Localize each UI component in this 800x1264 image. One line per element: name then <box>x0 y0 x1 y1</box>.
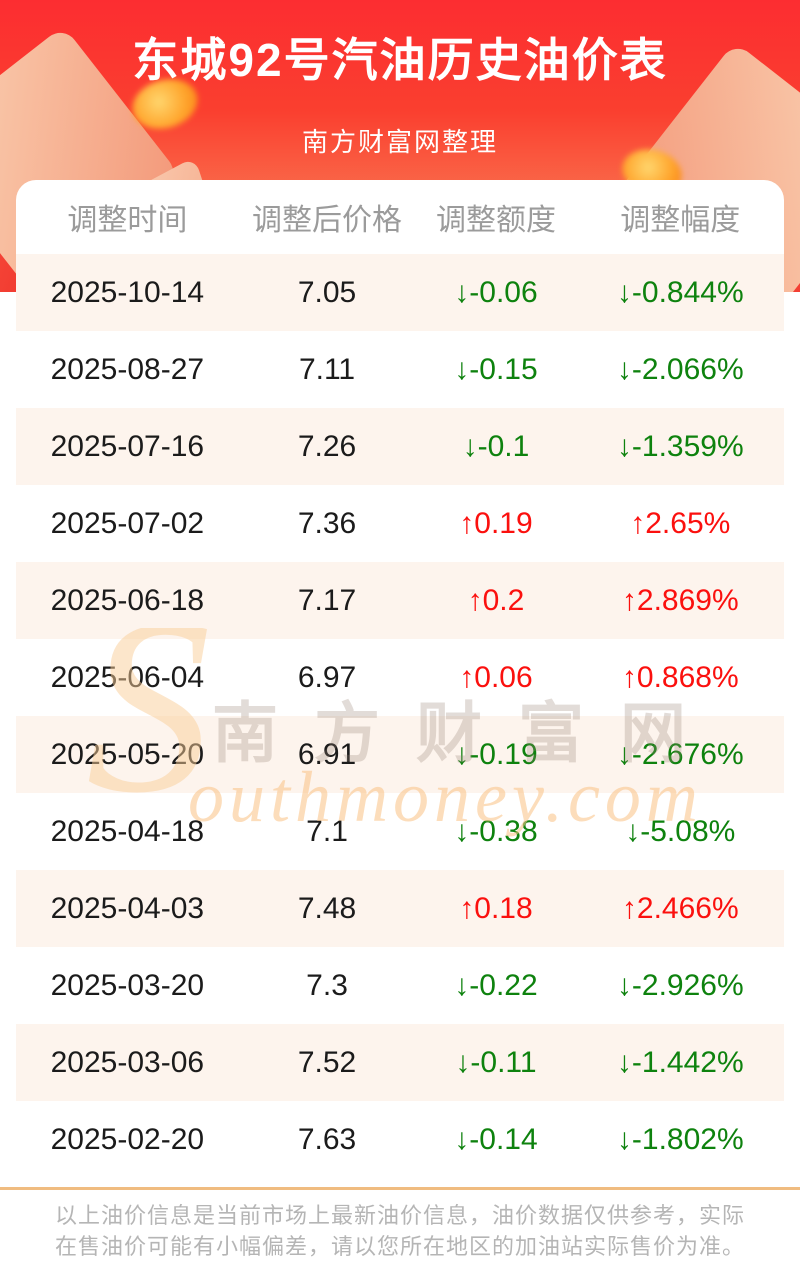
percent-cell: ↓-1.442% <box>616 1045 744 1079</box>
price-cell: 6.97 <box>297 660 357 694</box>
date-cell: 2025-03-20 <box>50 968 205 1002</box>
percent-cell: ↓-0.844% <box>616 275 744 309</box>
table-body: 2025-10-14 7.05 ↓-0.06 ↓-0.844% 2025-08-… <box>16 254 784 1178</box>
date-cell: 2025-02-20 <box>50 1122 205 1156</box>
price-cell: 7.11 <box>298 352 356 386</box>
change-cell: ↓-0.19 <box>454 737 538 771</box>
table-row: 2025-02-20 7.63 ↓-0.14 ↓-1.802% <box>16 1101 784 1178</box>
price-cell: 7.52 <box>297 1045 357 1079</box>
percent-cell: ↑2.466% <box>621 891 739 925</box>
date-cell: 2025-08-27 <box>50 352 205 386</box>
table-row: 2025-08-27 7.11 ↓-0.15 ↓-2.066% <box>16 331 784 408</box>
percent-cell: ↑2.65% <box>630 506 731 540</box>
table-row: 2025-06-18 7.17 ↑0.2 ↑2.869% <box>16 562 784 639</box>
disclaimer-line-2: 在售油价可能有小幅偏差，请以您所在地区的加油站实际售价为准。 <box>54 1234 745 1259</box>
disclaimer-text: 以上油价信息是当前市场上最新油价信息，油价数据仅供参考，实际 在售油价可能有小幅… <box>0 1190 800 1262</box>
date-cell: 2025-07-02 <box>50 506 205 540</box>
change-cell: ↑0.18 <box>459 891 533 925</box>
table-row: 2025-04-03 7.48 ↑0.18 ↑2.466% <box>16 870 784 947</box>
date-cell: 2025-06-18 <box>50 583 205 617</box>
table-row: 2025-10-14 7.05 ↓-0.06 ↓-0.844% <box>16 254 784 331</box>
table-row: 2025-04-18 7.1 ↓-0.38 ↓-5.08% <box>16 793 784 870</box>
table-header-row: 调整时间 调整后价格 调整额度 调整幅度 <box>16 180 784 254</box>
column-header-adjust-range: 调整幅度 <box>620 204 741 237</box>
price-cell: 7.1 <box>306 814 348 848</box>
percent-cell: ↓-1.802% <box>616 1122 744 1156</box>
percent-cell: ↓-2.676% <box>616 737 744 771</box>
footer-divider <box>0 1187 800 1190</box>
change-cell: ↓-0.14 <box>454 1122 538 1156</box>
table-row: 2025-06-04 6.97 ↑0.06 ↑0.868% <box>16 639 784 716</box>
price-cell: 7.63 <box>297 1122 357 1156</box>
price-cell: 7.05 <box>297 275 357 309</box>
change-cell: ↓-0.1 <box>462 429 530 463</box>
change-cell: ↓-0.11 <box>455 1045 537 1079</box>
percent-cell: ↓-5.08% <box>625 814 736 848</box>
percent-cell: ↑0.868% <box>621 660 739 694</box>
page-title: 东城92号汽油历史油价表 <box>132 34 668 86</box>
column-header-adjust-amount: 调整额度 <box>435 204 556 237</box>
page-subtitle: 南方财富网整理 <box>301 127 498 157</box>
change-cell: ↑0.06 <box>459 660 533 694</box>
percent-cell: ↑2.869% <box>621 583 739 617</box>
table-row: 2025-05-20 6.91 ↓-0.19 ↓-2.676% <box>16 716 784 793</box>
change-cell: ↓-0.22 <box>454 968 538 1002</box>
date-cell: 2025-10-14 <box>50 275 205 309</box>
percent-cell: ↓-1.359% <box>616 429 744 463</box>
price-cell: 7.3 <box>306 968 348 1002</box>
table-row: 2025-03-06 7.52 ↓-0.11 ↓-1.442% <box>16 1024 784 1101</box>
column-header-adjusted-price: 调整后价格 <box>252 204 403 237</box>
table-row: 2025-07-16 7.26 ↓-0.1 ↓-1.359% <box>16 408 784 485</box>
price-cell: 7.26 <box>297 429 357 463</box>
percent-cell: ↓-2.066% <box>616 352 744 386</box>
change-cell: ↑0.2 <box>467 583 525 617</box>
change-cell: ↓-0.38 <box>454 814 538 848</box>
date-cell: 2025-03-06 <box>50 1045 205 1079</box>
table-row: 2025-07-02 7.36 ↑0.19 ↑2.65% <box>16 485 784 562</box>
date-cell: 2025-04-03 <box>50 891 205 925</box>
date-cell: 2025-04-18 <box>50 814 205 848</box>
date-cell: 2025-05-20 <box>50 737 205 771</box>
change-cell: ↓-0.15 <box>454 352 538 386</box>
percent-cell: ↓-2.926% <box>616 968 744 1002</box>
price-cell: 6.91 <box>297 737 357 771</box>
price-cell: 7.36 <box>297 506 357 540</box>
change-cell: ↓-0.06 <box>454 275 538 309</box>
date-cell: 2025-07-16 <box>50 429 205 463</box>
date-cell: 2025-06-04 <box>50 660 205 694</box>
price-cell: 7.48 <box>297 891 357 925</box>
price-table-card: 调整时间 调整后价格 调整额度 调整幅度 2025-10-14 7.05 ↓-0… <box>16 180 784 1178</box>
column-header-adjust-time: 调整时间 <box>67 204 188 237</box>
price-cell: 7.17 <box>297 583 357 617</box>
table-row: 2025-03-20 7.3 ↓-0.22 ↓-2.926% <box>16 947 784 1024</box>
change-cell: ↑0.19 <box>459 506 533 540</box>
disclaimer-line-1: 以上油价信息是当前市场上最新油价信息，油价数据仅供参考，实际 <box>54 1203 745 1228</box>
